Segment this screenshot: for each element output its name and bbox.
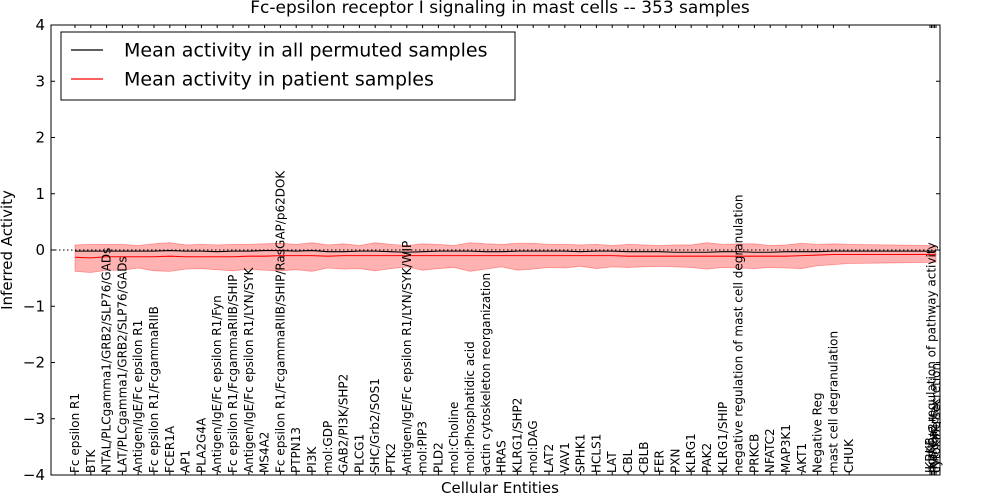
y-tick-label: 3 — [35, 72, 45, 90]
x-tick-label: mol:GDP — [321, 421, 335, 473]
permuted-mean-line — [75, 250, 936, 253]
x-tick-label: Fc epsilon R1/FcgammaRIIB/SHIP — [226, 275, 240, 473]
y-tick-label: −2 — [23, 354, 45, 372]
x-axis: Fc epsilon R1 BTK NTAL/PLCgamma1/GRB2/SLP7… — [68, 25, 943, 475]
y-axis: −4 −3 −2 −1 0 1 2 3 4 — [23, 16, 940, 484]
x-tick-label: IKK complex — [928, 399, 942, 473]
x-tick-label: CHUK — [842, 438, 856, 473]
x-tick-label: LAT — [605, 451, 619, 473]
x-tick-label: KLRG1 — [684, 433, 698, 473]
legend-label-permuted: Mean activity in all permuted samples — [124, 40, 487, 62]
legend-box — [60, 31, 516, 101]
x-tick-label: PRKCB — [747, 434, 761, 473]
x-tick-label: PTK2 — [384, 443, 398, 473]
x-tick-label: IKBKB — [923, 437, 937, 473]
x-tick-label: Fc epsilon R1 — [68, 393, 82, 473]
x-tick-label: FCER1A — [163, 425, 177, 473]
x-tick-label: LAT/PLCgamma1/GRB2/SLP76/GADs — [115, 256, 129, 473]
x-tick-label: FER — [653, 450, 667, 473]
y-tick-label: 4 — [35, 16, 45, 34]
x-tick-label: mol:PIP3 — [416, 421, 430, 473]
x-tick-label: GAB2/PI3K/SHP2 — [337, 374, 351, 473]
x-tick-label: BTK — [84, 448, 98, 473]
x-tick-label: positive regulation of pathway activity — [925, 242, 939, 473]
x-tick-label: mast cell degranulation — [826, 331, 840, 473]
legend-label-patient: Mean activity in patient samples — [124, 69, 434, 91]
x-tick-label: AP1 — [179, 450, 193, 473]
x-tick-label: MS4A2 — [258, 432, 272, 473]
x-tick-label: HCLS1 — [589, 434, 603, 473]
x-tick-label: Antigen/IgE/Fc epsilon R1 — [131, 320, 145, 473]
x-tick-label: CBL — [621, 449, 635, 473]
y-tick-label: −3 — [23, 410, 45, 428]
chart-title: Fc-epsilon receptor I signaling in mast … — [250, 0, 750, 18]
x-tick-label: AKT1 — [795, 443, 809, 473]
patient-mean-line — [74, 253, 937, 259]
x-tick-label: Antigen/IgE/Fc epsilon R1/Fyn — [210, 295, 224, 473]
legend: Mean activity in all permuted samples Me… — [60, 31, 516, 101]
series-layer — [74, 250, 937, 259]
x-tick-label: PLA2G4A — [194, 417, 208, 473]
y-tick-label: −4 — [23, 466, 45, 484]
y-tick-label: 2 — [35, 129, 45, 147]
x-tick-label: SHC/Grb2/SOS1 — [368, 378, 382, 473]
x-tick-label: PXN — [668, 449, 682, 473]
x-tick-label: KLRG1/SHIP — [716, 402, 730, 473]
x-tick-label: NFATC2 — [763, 428, 777, 473]
x-tick-label: PLD2 — [431, 442, 445, 473]
y-tick-label: −1 — [23, 297, 45, 315]
x-tick-label: Antigen/IgE/Fc epsilon R1/LYN/SYK — [242, 266, 256, 473]
x-tick-label: mol:DAG — [526, 420, 540, 473]
x-tick-label: Fc epsilon R1/FcgammaRIIB/SHIP/RasGAP/p6… — [273, 170, 287, 473]
x-tick-label: mol:Ca2+ — [926, 413, 940, 473]
x-tick-label: cytokine secretion — [929, 363, 943, 473]
patient-confidence-band — [74, 242, 937, 273]
x-tick-label: LAT2 — [542, 444, 556, 473]
y-tick-label: 0 — [35, 241, 45, 259]
x-tick-label: Fc epsilon R1/FcgammaRIIB — [147, 306, 161, 473]
x-tick-label: Antigen/IgE/Fc epsilon R1/LYN/SYK/WIP — [400, 241, 414, 473]
x-tick-label: PLCG1 — [352, 434, 366, 473]
x-tick-label: mol:Phosphatidic acid — [463, 341, 477, 473]
x-axis-label: Cellular Entities — [441, 479, 559, 497]
confidence-band-layer — [74, 242, 937, 273]
x-tick-label: actin cytoskeleton reorganization — [479, 273, 493, 473]
x-tick-label: MAP3K1 — [779, 424, 793, 473]
x-tick-label: PAK2 — [700, 443, 714, 473]
x-tick-label: PTPN13 — [289, 427, 303, 473]
x-tick-label: PI3K — [305, 446, 319, 473]
x-tick-label: Negative Reg — [811, 393, 825, 473]
x-tick-label: HRAS — [495, 440, 509, 473]
x-tick-label: SPHK1 — [574, 434, 588, 473]
y-axis-label: Inferred Activity — [0, 190, 16, 310]
y-tick-label: 1 — [35, 185, 45, 203]
x-tick-label: CBLB — [637, 441, 651, 473]
x-tick-label: negative regulation of mast cell degranu… — [732, 194, 746, 473]
x-tick-label: VAV1 — [558, 442, 572, 473]
x-tick-label: NTAL/PLCgamma1/GRB2/SLP76/GADs — [100, 248, 114, 473]
x-tick-label: KLRG1/SHP2 — [510, 398, 524, 473]
x-tick-label: mol:Choline — [447, 402, 461, 473]
